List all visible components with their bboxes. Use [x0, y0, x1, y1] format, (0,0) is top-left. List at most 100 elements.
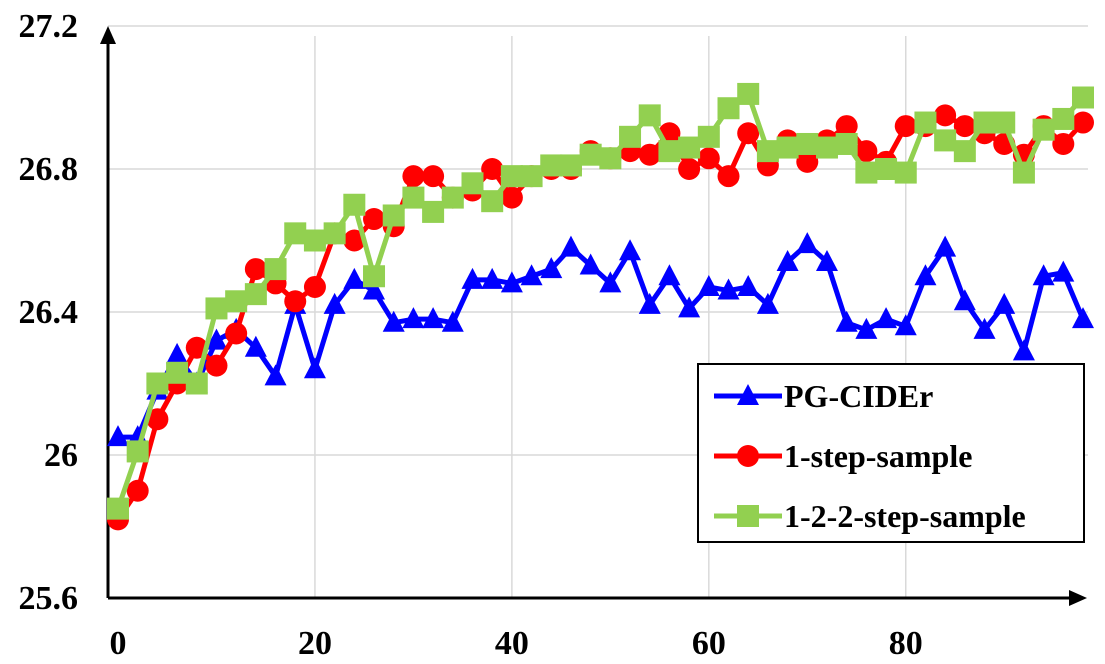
- y-tick-label: 26.8: [19, 151, 79, 188]
- data-point: [835, 132, 858, 155]
- data-point: [619, 239, 642, 261]
- data-point: [323, 292, 346, 314]
- data-point: [934, 129, 957, 152]
- data-point: [678, 296, 701, 318]
- data-point: [205, 328, 228, 350]
- data-point: [244, 258, 267, 281]
- data-point: [835, 115, 858, 138]
- data-point: [461, 267, 484, 289]
- data-point: [658, 264, 681, 286]
- legend-entry: 1-step-sample: [714, 438, 972, 474]
- data-point: [993, 292, 1016, 314]
- legend-marker: [737, 505, 759, 527]
- x-tick-label: 80: [889, 625, 923, 662]
- data-point: [1052, 260, 1075, 282]
- data-point: [796, 232, 819, 254]
- data-point: [540, 154, 563, 177]
- data-point: [225, 290, 248, 313]
- data-point: [894, 314, 917, 336]
- data-point: [284, 290, 307, 313]
- data-point: [953, 289, 976, 311]
- data-point: [1032, 264, 1055, 286]
- x-tick-label: 40: [495, 625, 529, 662]
- data-point: [855, 140, 878, 163]
- legend-entry: 1-2-2-step-sample: [714, 498, 1026, 534]
- data-point: [953, 115, 976, 138]
- data-point: [441, 310, 464, 332]
- legend-marker: [737, 445, 759, 467]
- legend-label: PG-CIDEr: [784, 378, 933, 414]
- data-point: [1052, 132, 1075, 155]
- legend-entry: PG-CIDEr: [714, 378, 933, 414]
- data-point: [422, 165, 445, 188]
- data-point: [737, 82, 760, 105]
- data-point: [697, 125, 720, 148]
- data-point: [796, 132, 819, 155]
- data-point: [107, 497, 129, 520]
- data-point: [756, 140, 779, 163]
- data-point: [500, 271, 523, 293]
- data-point: [934, 104, 957, 127]
- data-point: [599, 147, 622, 170]
- data-point: [638, 104, 661, 127]
- data-point: [461, 172, 484, 195]
- data-point: [717, 97, 740, 120]
- data-point: [658, 140, 681, 163]
- data-point: [481, 267, 504, 289]
- data-point: [402, 307, 425, 329]
- data-point: [244, 335, 267, 357]
- data-point: [225, 322, 248, 345]
- series-1-2-2-step-sample: [107, 82, 1094, 520]
- data-point: [855, 317, 878, 339]
- data-point: [402, 165, 425, 188]
- y-tick-label: 27.2: [19, 8, 79, 45]
- data-point: [520, 165, 543, 188]
- data-point: [1012, 339, 1035, 361]
- data-point: [1012, 161, 1035, 184]
- legend: PG-CIDEr 1-step-sample 1-2-2-step-sample: [697, 363, 1085, 543]
- data-point: [500, 165, 523, 188]
- data-point: [382, 204, 405, 227]
- data-point: [815, 136, 838, 159]
- data-point: [973, 317, 996, 339]
- data-point: [953, 140, 976, 163]
- data-point: [166, 342, 189, 364]
- x-axis-arrow: [1069, 590, 1087, 606]
- y-tick-label: 26.4: [19, 294, 79, 331]
- data-point: [402, 186, 425, 209]
- data-point: [185, 372, 208, 395]
- data-point: [1072, 111, 1094, 134]
- data-point: [540, 257, 563, 279]
- data-point: [737, 274, 760, 296]
- data-point: [678, 158, 701, 180]
- data-point: [441, 186, 464, 209]
- data-point: [638, 292, 661, 314]
- y-axis-arrow: [100, 26, 116, 44]
- legend-label: 1-2-2-step-sample: [784, 498, 1026, 534]
- data-point: [284, 222, 307, 245]
- x-tick-label: 20: [298, 625, 332, 662]
- x-tick-label: 0: [110, 625, 127, 662]
- data-point: [579, 143, 602, 166]
- data-point: [993, 111, 1016, 134]
- data-point: [894, 161, 917, 184]
- data-point: [323, 222, 346, 245]
- data-point: [855, 161, 878, 184]
- data-point: [815, 249, 838, 271]
- data-point: [579, 253, 602, 275]
- data-point: [776, 136, 799, 159]
- data-point: [737, 122, 760, 145]
- data-point: [166, 361, 189, 384]
- data-point: [619, 125, 642, 148]
- legend-marker: [737, 384, 759, 405]
- legend-label: 1-step-sample: [784, 438, 972, 474]
- data-point: [422, 307, 445, 329]
- data-point: [363, 265, 386, 288]
- data-point: [875, 158, 898, 180]
- data-point: [126, 479, 149, 502]
- data-point: [835, 310, 858, 332]
- data-point: [481, 190, 504, 213]
- data-point: [1052, 107, 1075, 130]
- data-point: [756, 292, 779, 314]
